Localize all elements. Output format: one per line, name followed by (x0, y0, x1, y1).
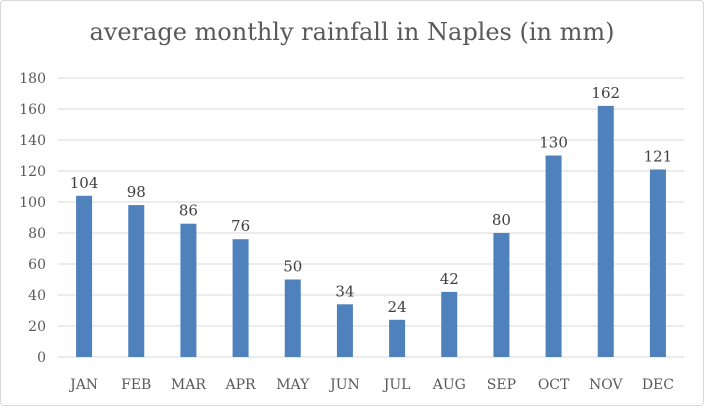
y-axis-ticks: 0 20 40 60 80 100 120 140 160 180 (19, 71, 46, 366)
gridlines (58, 77, 684, 358)
y-tick-label: 0 (37, 350, 46, 366)
bar-nov (597, 105, 614, 358)
bar-apr (232, 239, 249, 357)
data-label-may: 50 (283, 258, 302, 276)
y-tick-label: 160 (19, 102, 46, 118)
chart-title: average monthly rainfall in Naples (in m… (89, 18, 615, 46)
data-label-dec: 121 (644, 147, 673, 165)
data-label-jun: 34 (335, 282, 354, 300)
x-tick-label: JAN (68, 377, 98, 393)
bar-aug (441, 291, 458, 357)
y-tick-label: 40 (28, 288, 46, 304)
data-label-apr: 76 (231, 217, 250, 235)
data-label-nov: 162 (591, 84, 620, 102)
bars (76, 105, 666, 358)
x-tick-label: AUG (432, 377, 466, 393)
y-tick-label: 100 (19, 195, 46, 211)
bar-oct (545, 155, 562, 357)
bar-feb (128, 205, 145, 357)
data-label-oct: 130 (539, 134, 568, 152)
y-tick-label: 180 (19, 71, 46, 87)
x-tick-label: SEP (487, 377, 516, 393)
data-label-aug: 42 (440, 270, 459, 288)
y-tick-label: 60 (28, 257, 46, 273)
x-tick-label: FEB (121, 377, 151, 393)
bar-may (284, 279, 301, 357)
x-tick-label: MAR (171, 377, 206, 393)
x-tick-label: APR (225, 377, 257, 393)
x-tick-label: MAY (276, 377, 310, 393)
data-label-sep: 80 (492, 211, 511, 229)
bar-dec (649, 169, 666, 357)
y-tick-label: 140 (19, 133, 46, 149)
x-tick-label: NOV (589, 377, 623, 393)
data-label-jul: 24 (388, 298, 407, 316)
bar-jun (336, 304, 353, 357)
bar-jan (76, 195, 93, 357)
data-label-jan: 104 (70, 174, 99, 192)
x-tick-label: JUN (328, 377, 360, 393)
bar-jul (389, 319, 406, 357)
x-tick-label: DEC (642, 377, 674, 393)
y-tick-label: 80 (28, 226, 46, 242)
y-tick-label: 120 (19, 164, 46, 180)
data-label-feb: 98 (127, 183, 146, 201)
data-label-mar: 86 (179, 202, 198, 220)
y-tick-label: 20 (28, 319, 46, 335)
data-labels: 104 98 86 76 50 34 24 42 80 130 162 121 (70, 84, 672, 316)
x-tick-label: OCT (538, 377, 570, 393)
x-tick-label: JUL (382, 377, 411, 393)
x-axis-ticks: JAN FEB MAR APR MAY JUN JUL AUG SEP OCT NOV DEC (68, 377, 674, 393)
bar-mar (180, 223, 197, 357)
bar-sep (493, 233, 510, 357)
